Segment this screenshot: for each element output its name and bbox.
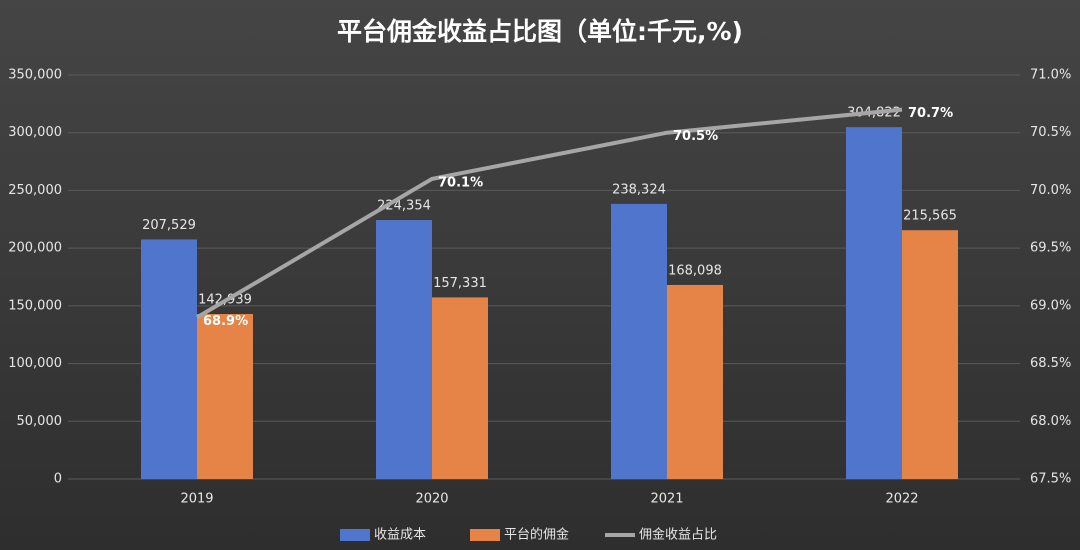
y2-tick-label: 67.5%: [1030, 472, 1071, 487]
bar-value-label: 157,331: [433, 276, 487, 291]
legend-label: 平台的佣金: [504, 527, 569, 543]
y-tick-label: 0: [54, 472, 62, 487]
line-value-label: 70.5%: [673, 129, 718, 144]
y2-tick-label: 69.0%: [1030, 298, 1071, 313]
bar-value-label: 238,324: [612, 182, 666, 197]
y2-tick-label: 70.5%: [1030, 125, 1071, 140]
chart-title: 平台佣金收益占比图（单位:千元,%): [337, 17, 743, 46]
x-tick-label: 2021: [650, 492, 683, 507]
y2-tick-label: 71.0%: [1030, 68, 1071, 83]
legend-label: 佣金收益占比: [639, 527, 717, 543]
y-tick-label: 250,000: [8, 183, 62, 198]
y2-tick-label: 68.0%: [1030, 414, 1071, 429]
y2-tick-label: 69.5%: [1030, 241, 1071, 256]
line-value-label: 70.1%: [438, 175, 483, 190]
bar: [667, 284, 723, 479]
bar: [141, 239, 197, 479]
y-tick-label: 200,000: [8, 241, 62, 256]
legend-label: 收益成本: [374, 528, 426, 543]
bar: [197, 314, 253, 479]
x-tick-label: 2022: [885, 492, 918, 507]
y-tick-label: 350,000: [8, 68, 62, 83]
bar: [611, 203, 667, 479]
y2-tick-label: 70.0%: [1030, 183, 1071, 198]
y-tick-label: 50,000: [17, 414, 63, 429]
y2-tick-label: 68.5%: [1030, 356, 1071, 371]
bar: [902, 230, 958, 479]
x-tick-label: 2020: [415, 492, 448, 507]
legend-swatch: [340, 529, 370, 541]
x-tick-label: 2019: [180, 492, 213, 507]
bar-value-label: 207,529: [142, 218, 196, 233]
y-tick-label: 300,000: [8, 125, 62, 140]
y-tick-label: 150,000: [8, 298, 62, 313]
bar-value-label: 215,565: [903, 209, 957, 224]
bar: [846, 127, 902, 480]
legend-swatch: [470, 529, 500, 541]
bar: [376, 220, 432, 480]
y-tick-label: 100,000: [8, 356, 62, 371]
line: [195, 107, 903, 320]
bar-value-label: 168,098: [668, 263, 722, 278]
line-value-label: 70.7%: [908, 106, 953, 121]
line-value-label: 68.9%: [203, 314, 248, 329]
bar: [432, 297, 488, 479]
